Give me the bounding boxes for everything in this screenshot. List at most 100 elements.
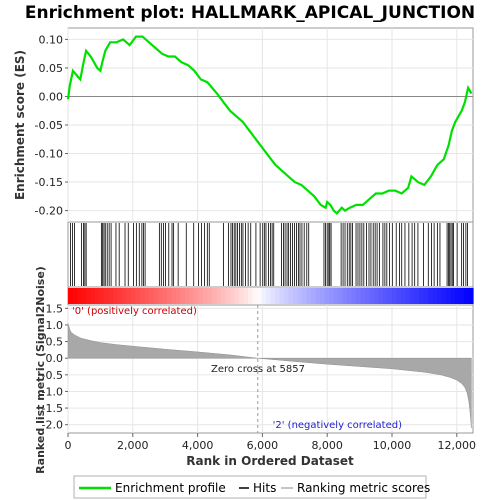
heat-bar-segment — [347, 288, 353, 304]
heat-bar-segment — [225, 288, 231, 304]
heat-bar-segment — [108, 288, 114, 304]
heat-bar-segment — [428, 288, 434, 304]
heat-bar-segment — [77, 288, 83, 304]
heat-bar-segment — [248, 288, 254, 304]
heat-bar-segment — [243, 288, 249, 304]
heat-bar-segment — [185, 288, 191, 304]
heat-bar-segment — [360, 288, 366, 304]
heat-bar-segment — [104, 288, 110, 304]
negative-correlation-label: '2' (negatively correlated) — [273, 420, 402, 431]
es-y-tick-label: -0.20 — [35, 205, 63, 218]
heat-bar-segment — [99, 288, 105, 304]
es-y-tick-label: -0.10 — [35, 148, 63, 161]
heat-bar-segment — [342, 288, 348, 304]
legend-label-ranking-metric: Ranking metric scores — [297, 481, 430, 495]
x-tick-label: 6,000 — [247, 439, 279, 452]
heat-bar-segment — [374, 288, 380, 304]
heat-bar-segment — [414, 288, 420, 304]
heat-bar-segment — [113, 288, 119, 304]
metric-y-tick-labels: 1.5 1.0 0.5 0.0 -0.5 -1.0 -1.5 -2.0 — [42, 302, 68, 432]
heat-bar-segment — [288, 288, 294, 304]
metric-y-tick-label: 0.0 — [46, 352, 64, 365]
heat-bar-segment — [221, 288, 227, 304]
heat-bar-segment — [396, 288, 402, 304]
heat-bar-segment — [95, 288, 101, 304]
heat-bar-segment — [392, 288, 398, 304]
heat-bar-segment — [468, 288, 474, 304]
metric-y-tick-label: -0.5 — [42, 369, 63, 382]
zero-cross-label: Zero cross at 5857 — [211, 364, 305, 375]
heat-bar-segment — [441, 288, 447, 304]
metric-y-tick-label: 1.0 — [46, 319, 64, 332]
heat-bar-segment — [126, 288, 132, 304]
heat-bar-segment — [261, 288, 267, 304]
legend-label-enrichment-profile: Enrichment profile — [115, 481, 226, 495]
heat-bar-segment — [149, 288, 155, 304]
es-y-axis-label: Enrichment score (ES) — [13, 50, 27, 200]
heat-bar-segment — [90, 288, 96, 304]
heat-bar-segment — [176, 288, 182, 304]
x-tick-label: 4,000 — [182, 439, 214, 452]
heat-bar-segment — [284, 288, 290, 304]
heat-bar-segment — [297, 288, 303, 304]
heat-bar-segment — [383, 288, 389, 304]
heat-bar-segment — [306, 288, 312, 304]
heat-bar-segment — [446, 288, 452, 304]
correlation-heat-bar — [68, 288, 474, 304]
heat-bar-segment — [230, 288, 236, 304]
heat-bar-segment — [455, 288, 461, 304]
enrichment-profile-line — [66, 35, 473, 215]
heat-bar-segment — [311, 288, 317, 304]
es-y-tick-label: -0.15 — [35, 176, 63, 189]
metric-y-tick-label: -1.0 — [42, 385, 63, 398]
metric-y-tick-label: -1.5 — [42, 402, 63, 415]
heat-bar-segment — [86, 288, 92, 304]
heat-bar-segment — [117, 288, 123, 304]
heat-bar-segment — [203, 288, 209, 304]
metric-y-tick-label: 1.5 — [46, 302, 64, 315]
heat-bar-segment — [140, 288, 146, 304]
heat-bar-segment — [171, 288, 177, 304]
heat-bar-segment — [333, 288, 339, 304]
heat-bar-segment — [356, 288, 362, 304]
heat-bar-segment — [122, 288, 128, 304]
heat-bar-segment — [68, 288, 74, 304]
legend-box — [73, 475, 427, 499]
es-y-tick-label: 0.05 — [39, 62, 64, 75]
es-y-tick-label: 0.10 — [39, 33, 64, 46]
heat-bar-segment — [162, 288, 168, 304]
positive-correlation-label: '0' (positively correlated) — [72, 306, 197, 317]
ranking-metric-area — [67, 323, 472, 429]
heat-bar-segment — [212, 288, 218, 304]
heat-bar-segment — [324, 288, 330, 304]
heat-bar-segment — [189, 288, 195, 304]
heat-bar-segment — [234, 288, 240, 304]
x-axis-label: Rank in Ordered Dataset — [186, 454, 354, 468]
heat-bar-segment — [275, 288, 281, 304]
legend-label-hits: Hits — [253, 481, 276, 495]
heat-bar-segment — [315, 288, 321, 304]
metric-y-tick-label: -2.0 — [42, 419, 63, 432]
heat-bar-segment — [365, 288, 371, 304]
x-tick-label: 0 — [65, 439, 72, 452]
heat-bar-segment — [387, 288, 393, 304]
heat-bar-segment — [153, 288, 159, 304]
heat-bar-segment — [320, 288, 326, 304]
heat-bar-segment — [194, 288, 200, 304]
heat-bar-segment — [81, 288, 87, 304]
heat-bar-segment — [144, 288, 150, 304]
heat-bar-segment — [131, 288, 137, 304]
heat-bar-segment — [329, 288, 335, 304]
heat-bar-segment — [198, 288, 204, 304]
heat-bar-segment — [369, 288, 375, 304]
heat-bar-segment — [167, 288, 173, 304]
x-tick-label: 2,000 — [117, 439, 149, 452]
heat-bar-segment — [423, 288, 429, 304]
heat-bar-segment — [419, 288, 425, 304]
heat-bar-segment — [432, 288, 438, 304]
heat-bar-segment — [459, 288, 465, 304]
heat-bar-segment — [351, 288, 357, 304]
x-tick-labels: 0 2,000 4,000 6,000 8,000 10,000 12,000 — [65, 433, 476, 452]
heat-bar-segment — [257, 288, 263, 304]
